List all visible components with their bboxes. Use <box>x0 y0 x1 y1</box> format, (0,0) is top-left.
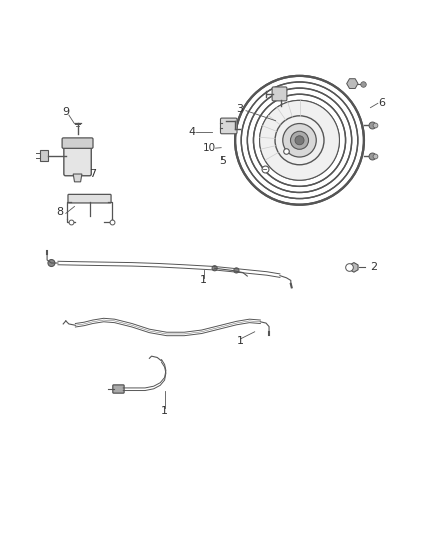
Circle shape <box>48 260 55 266</box>
Polygon shape <box>350 263 358 272</box>
Text: 3: 3 <box>237 104 244 114</box>
FancyBboxPatch shape <box>68 195 111 203</box>
Circle shape <box>212 265 217 271</box>
Text: 9: 9 <box>62 107 69 117</box>
Text: 6: 6 <box>379 98 386 108</box>
Polygon shape <box>73 174 82 182</box>
Polygon shape <box>346 79 358 88</box>
Text: 10: 10 <box>203 143 216 153</box>
FancyBboxPatch shape <box>220 118 237 134</box>
Circle shape <box>290 131 308 149</box>
FancyBboxPatch shape <box>64 144 91 176</box>
FancyBboxPatch shape <box>272 87 287 101</box>
Text: 5: 5 <box>219 156 226 166</box>
FancyBboxPatch shape <box>62 138 93 148</box>
Bar <box>40 150 48 161</box>
Circle shape <box>260 100 339 180</box>
Text: 7: 7 <box>89 169 96 179</box>
FancyBboxPatch shape <box>113 385 124 393</box>
Text: 1: 1 <box>161 406 168 416</box>
Circle shape <box>234 268 239 273</box>
Circle shape <box>283 124 316 157</box>
Text: 8: 8 <box>57 207 64 217</box>
Circle shape <box>295 136 304 145</box>
Text: 2: 2 <box>370 262 377 272</box>
Text: 1: 1 <box>200 276 207 286</box>
Text: 1: 1 <box>237 336 244 346</box>
Text: 4: 4 <box>188 127 195 138</box>
